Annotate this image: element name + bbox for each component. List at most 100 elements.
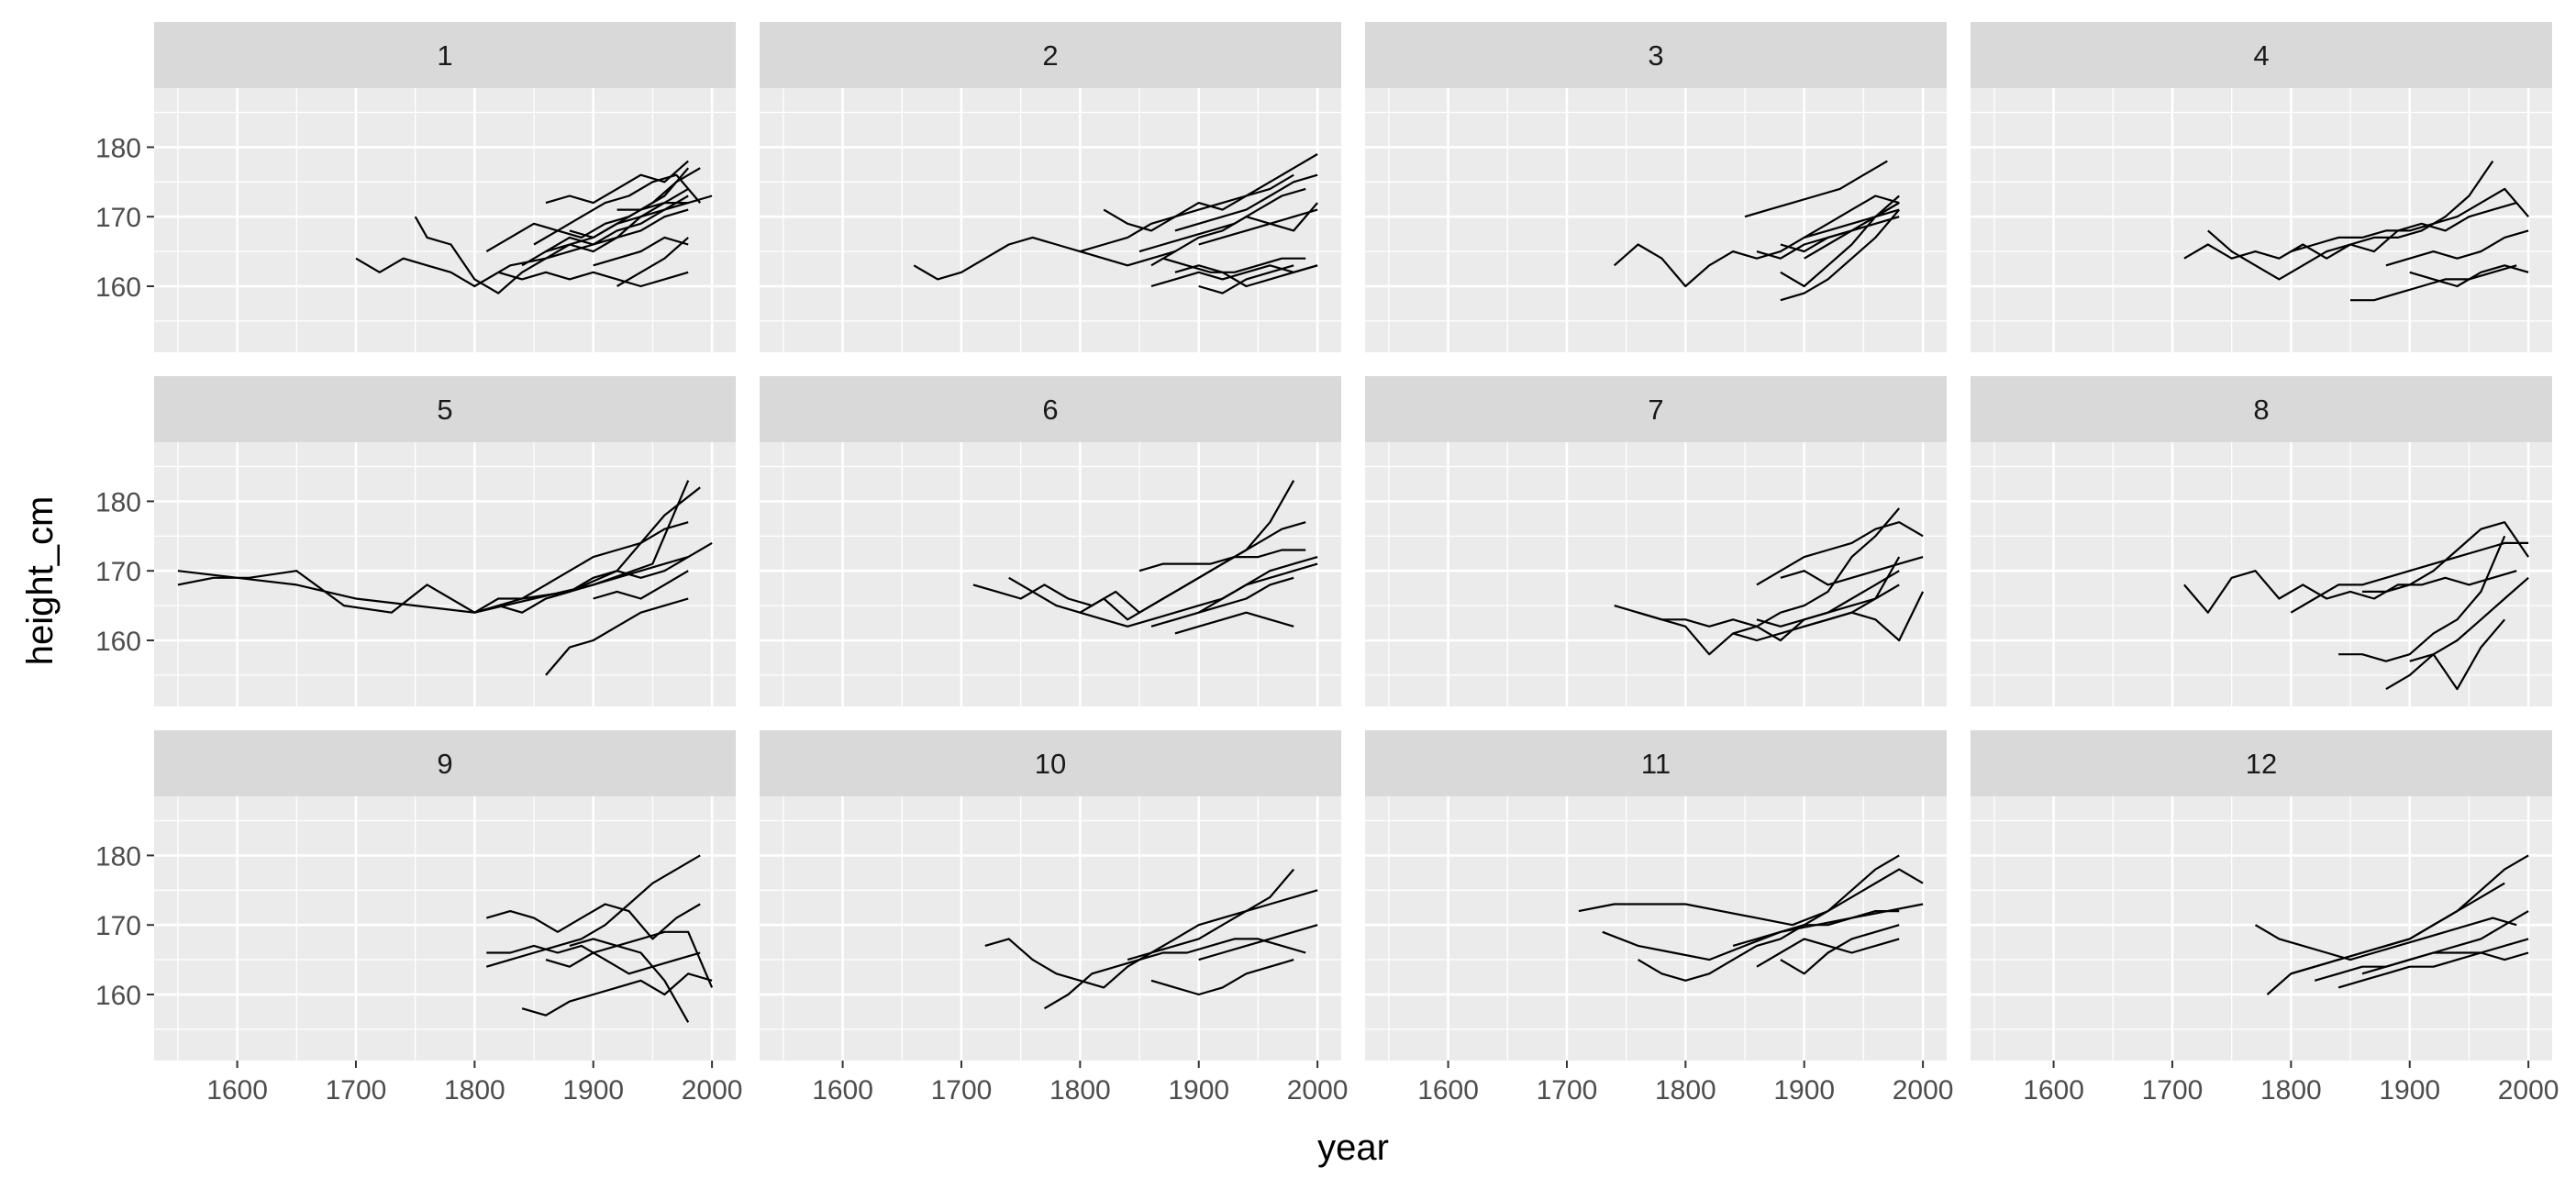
series-line [2385,229,2529,267]
panel-background [1365,796,1947,1061]
series-line [355,208,689,288]
series-line [485,903,701,940]
series-line [545,597,689,676]
panel-background [1971,442,2552,706]
facet-panel-3: 3 [1365,22,1947,352]
series-line [1780,208,1901,302]
facet-strip-label: 1 [437,39,452,72]
series-line [545,556,689,600]
facet-panel-4: 4 [1971,22,2552,352]
series-line [1744,160,1888,218]
series-line [569,194,689,239]
series-line [1780,556,1924,586]
x-tick-label: 2000 [2498,1075,2559,1106]
x-tick-label: 1700 [1537,1075,1598,1106]
series-line [485,854,701,968]
series-line [1780,924,1900,975]
facet-panel-7: 7 [1365,376,1947,706]
x-tick-label: 1700 [326,1075,387,1106]
facet-strip-label: 8 [2253,394,2269,426]
panel-background [1365,442,1947,706]
series-line [1079,556,1318,628]
series-line [2290,541,2529,614]
series-line [1198,208,1318,246]
series-line [1079,173,1294,253]
x-tick-label: 1900 [562,1075,624,1106]
series-line [1732,909,1900,947]
series-line [1043,938,1306,1010]
series-line [616,194,713,211]
facet-strip [1365,730,1947,796]
panel-background [760,796,1341,1061]
facet-panel-6: 6 [760,376,1341,706]
series-line [2183,570,2517,614]
x-tick-label: 1900 [1773,1075,1835,1106]
facet-strip-label: 9 [437,748,452,780]
facet-strip-label: 2 [1042,39,1058,72]
facet-panel-12: 12 1600 1700 1800 1900 2000 [1971,730,2559,1106]
y-tick-label: 160 [95,272,141,303]
series-line [1198,924,1318,961]
series-line [177,480,690,614]
x-tick-label: 1800 [1049,1075,1111,1106]
series-line [1103,153,1318,232]
series-line [1756,938,1900,968]
facet-strip-label: 7 [1648,394,1663,426]
facet-strip [1971,730,2552,796]
y-tick-label: 160 [95,981,141,1011]
series-line [1804,208,1900,239]
facet-strip-label: 4 [2253,39,2269,72]
y-tick-label: 170 [95,911,141,941]
series-line [1150,202,1318,267]
y-axis-title: height_cm [20,496,61,666]
series-line [593,570,689,600]
facet-strip-label: 6 [1042,394,1058,426]
panel-background [154,88,736,352]
x-tick-label: 1800 [1655,1075,1716,1106]
y-tick-label: 160 [95,627,141,657]
facet-panel-5: 5 160 170 180 [95,376,736,706]
y-tick-label: 170 [95,203,141,233]
x-axis-title: year [1317,1128,1389,1168]
series-line [1138,549,1306,572]
facet-strip-label: 11 [1641,748,1671,780]
series-line [485,173,702,253]
x-tick-label: 2000 [682,1075,743,1106]
series-line [2338,535,2506,662]
facet-strip [1971,22,2552,88]
x-tick-label: 1800 [2260,1075,2322,1106]
x-tick-label: 1600 [1417,1075,1479,1106]
series-line [2409,618,2506,691]
series-line [1578,868,1924,927]
series-line [2385,576,2529,691]
series-line [1150,264,1318,288]
series-line [1127,889,1318,961]
facet-panel-11: 11 1600 1700 1800 1900 2000 [1365,730,1953,1106]
panel-background [1365,88,1947,352]
facet-strip-label: 12 [2246,748,2277,780]
series-line [497,271,689,288]
panel-background [1971,88,2552,352]
series-line [913,236,1176,281]
facet-panel-9: 9 1600 1700 1800 1900 2000 160 170 180 [95,730,743,1106]
x-tick-label: 1700 [931,1075,993,1106]
y-tick-label: 180 [95,487,141,517]
x-tick-label: 1900 [1168,1075,1229,1106]
series-line [1756,521,1924,586]
series-line [1198,264,1294,294]
facet-panel-2: 2 [760,22,1341,352]
facet-strip [1365,22,1947,88]
panel-background [154,796,736,1061]
series-line [1602,903,1924,961]
series-line [2290,187,2529,253]
facet-strip [760,730,1341,796]
series-line [1756,583,1900,628]
y-tick-label: 180 [95,841,141,872]
series-line [1174,611,1294,635]
x-tick-label: 1600 [2023,1075,2084,1106]
series-line [569,938,690,1023]
series-line [2254,917,2517,961]
series-line [545,930,714,988]
